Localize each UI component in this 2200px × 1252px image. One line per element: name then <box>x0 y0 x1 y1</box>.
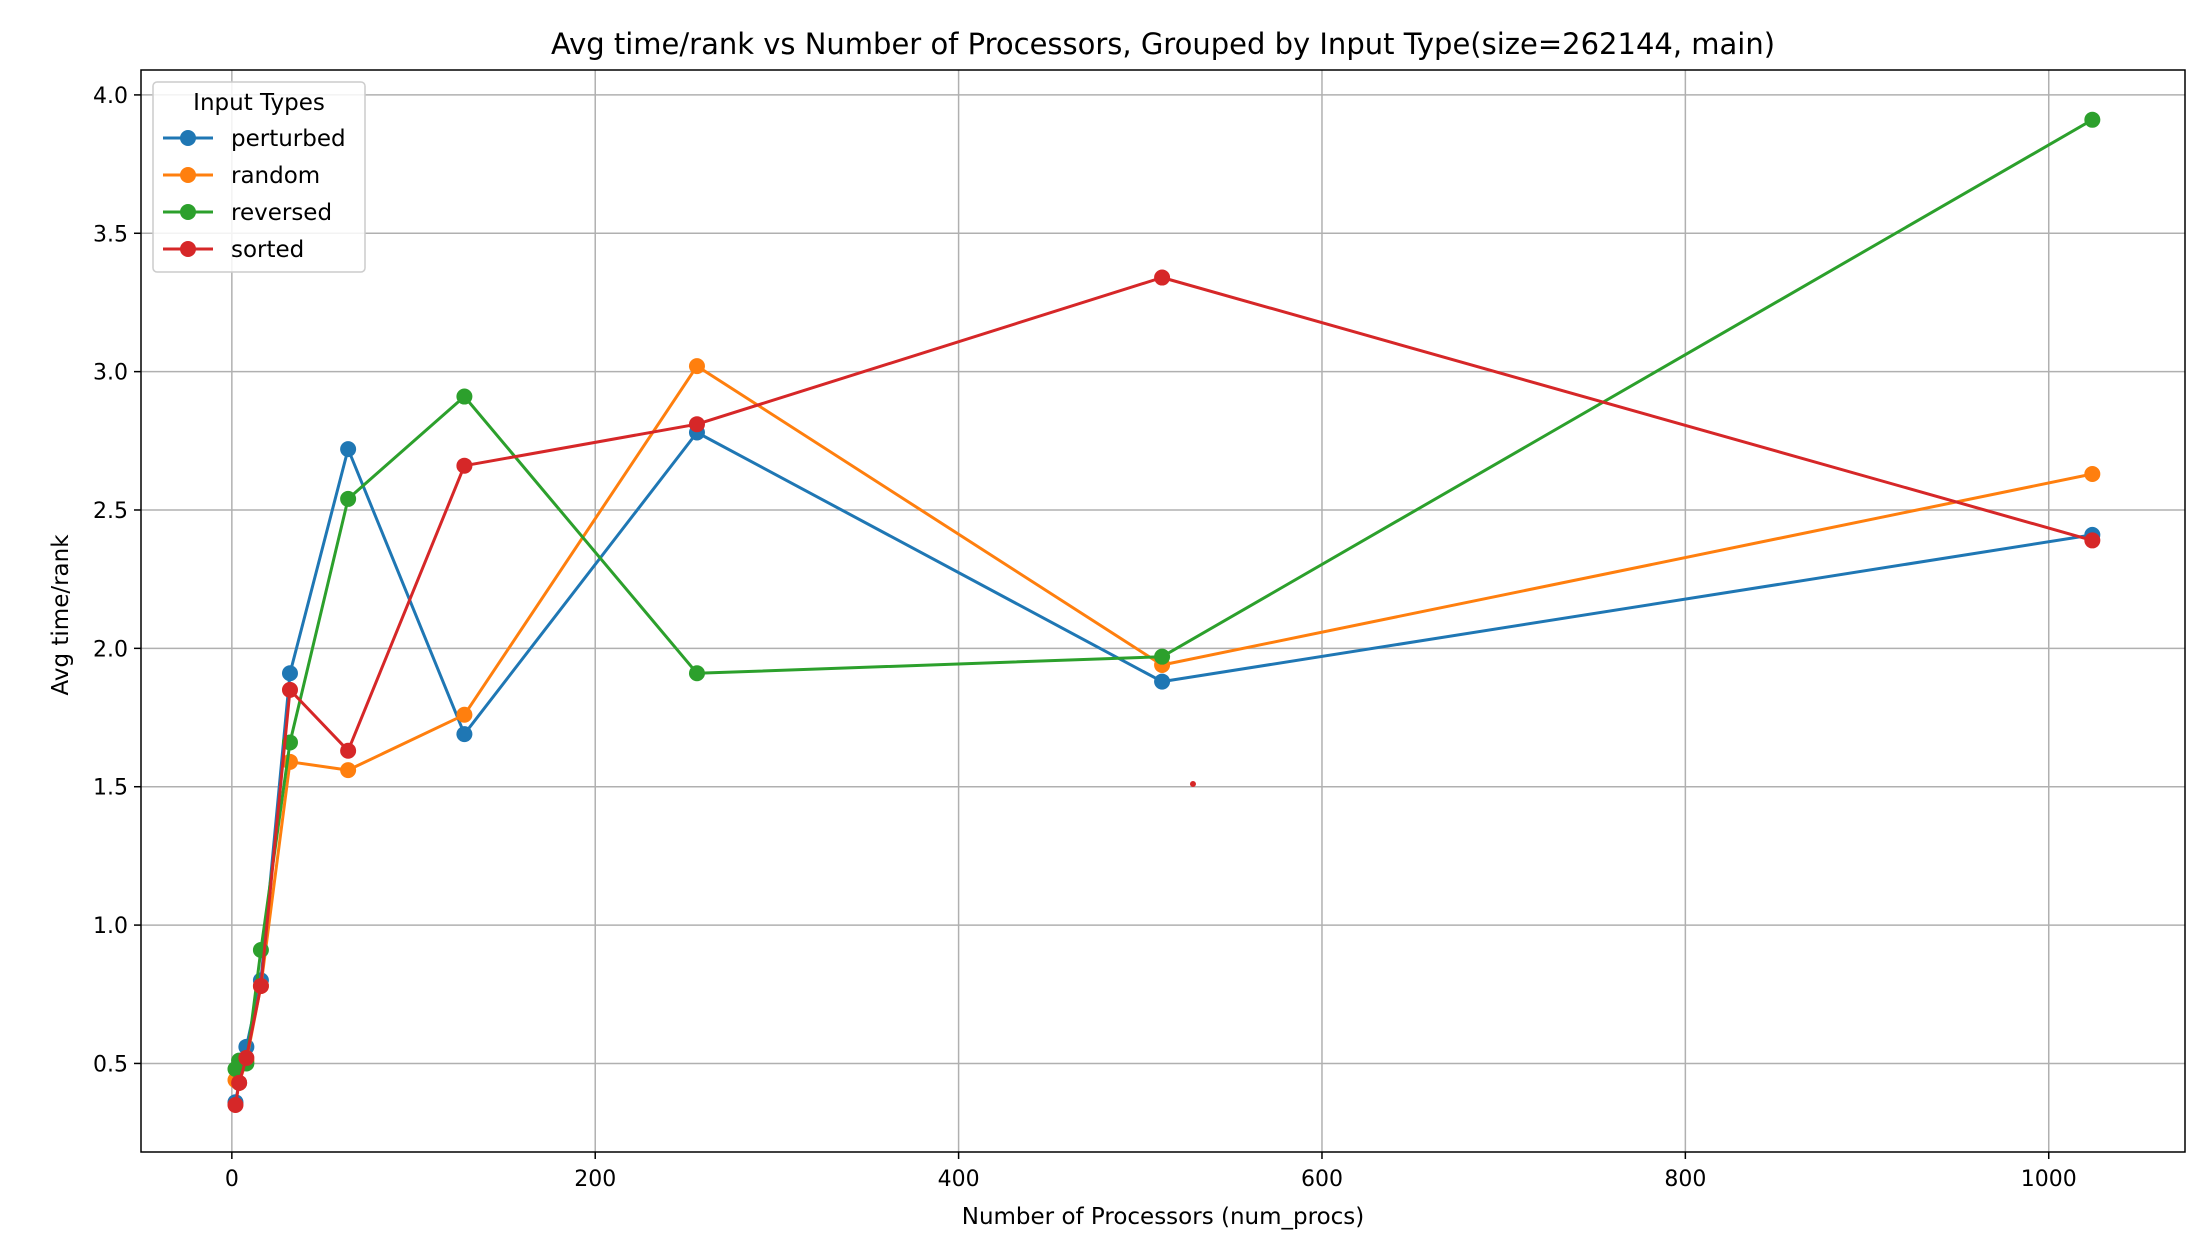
data-point-reversed <box>340 490 357 507</box>
y-tick-label: 1.0 <box>93 914 128 939</box>
legend-label: reversed <box>231 200 332 226</box>
data-point-sorted <box>1154 269 1171 286</box>
x-tick-label: 800 <box>1664 1167 1706 1192</box>
series-random <box>227 358 2101 1091</box>
data-point-sorted <box>456 457 473 474</box>
legend-entry-sorted: sorted <box>163 237 304 263</box>
grid <box>141 70 2185 1152</box>
data-point-sorted <box>2084 532 2101 549</box>
data-point-reversed <box>252 941 269 958</box>
series-line-random <box>234 364 2093 1085</box>
data-point-random <box>340 762 357 779</box>
legend-marker <box>180 204 196 220</box>
x-tick-label: 0 <box>225 1167 239 1192</box>
data-point-reversed <box>1154 648 1171 665</box>
legend-entry-reversed: reversed <box>163 200 332 226</box>
y-tick-label: 2.5 <box>93 499 128 524</box>
chart-title: Avg time/rank vs Number of Processors, G… <box>551 27 1775 61</box>
ticks: 0 200 400 600 800 1000 0.5 1.0 1.5 2.0 2.5 3.0 3.5 4.… <box>93 84 2077 1192</box>
series-line-perturbed <box>234 431 2093 1103</box>
data-point-perturbed <box>340 441 357 458</box>
data-point-sorted <box>281 681 298 698</box>
y-tick-label: 2.0 <box>93 637 128 662</box>
legend-entry-random: random <box>163 163 320 189</box>
data-point-random <box>456 706 473 723</box>
x-tick-label: 1000 <box>2021 1167 2077 1192</box>
data-point-random <box>2084 466 2101 483</box>
legend-marker <box>180 241 196 257</box>
y-tick-label: 4.0 <box>93 84 128 109</box>
x-tick-label: 400 <box>938 1167 980 1192</box>
series-sorted <box>227 269 2101 1113</box>
series-line-sorted <box>234 276 2093 1106</box>
data-point-sorted <box>231 1074 248 1091</box>
annotations <box>1189 780 1196 787</box>
data-point-perturbed <box>281 665 298 682</box>
data-point-random <box>688 358 705 375</box>
series-line-reversed <box>234 118 2094 1070</box>
y-tick-label: 1.5 <box>93 776 128 801</box>
legend-marker <box>180 130 196 146</box>
data-point-sorted <box>340 742 357 759</box>
annotation-dot <box>1189 780 1196 787</box>
data-point-sorted <box>252 977 269 994</box>
legend-title: Input Types <box>193 90 325 116</box>
legend-label: random <box>231 163 320 189</box>
data-point-sorted <box>227 1096 244 1113</box>
y-axis-label: Avg time/rank <box>48 534 74 696</box>
data-point-perturbed <box>1154 673 1171 690</box>
data-point-sorted <box>238 1049 255 1066</box>
data-point-reversed <box>2084 111 2101 128</box>
plot-frame <box>140 69 2186 1153</box>
legend: Input Types perturbed random reversed sorte… <box>152 81 366 273</box>
y-tick-label: 0.5 <box>93 1052 128 1077</box>
x-tick-label: 200 <box>574 1167 616 1192</box>
series-group <box>227 111 2101 1113</box>
series-perturbed <box>227 424 2101 1111</box>
legend-box <box>152 81 366 273</box>
y-tick-label: 3.5 <box>93 222 128 247</box>
y-tick-label: 3.0 <box>93 361 128 386</box>
legend-label: sorted <box>231 237 304 263</box>
series-reversed <box>227 111 2101 1077</box>
data-point-reversed <box>688 665 705 682</box>
legend-entries: perturbed random reversed sorted <box>163 126 346 263</box>
legend-entry-perturbed: perturbed <box>163 126 346 152</box>
x-tick-label: 600 <box>1301 1167 1343 1192</box>
data-point-perturbed <box>456 726 473 743</box>
legend-label: perturbed <box>231 126 346 152</box>
data-point-sorted <box>688 416 705 433</box>
legend-marker <box>180 167 196 183</box>
x-axis-label: Number of Processors (num_procs) <box>962 1204 1365 1230</box>
data-point-reversed <box>456 388 473 405</box>
